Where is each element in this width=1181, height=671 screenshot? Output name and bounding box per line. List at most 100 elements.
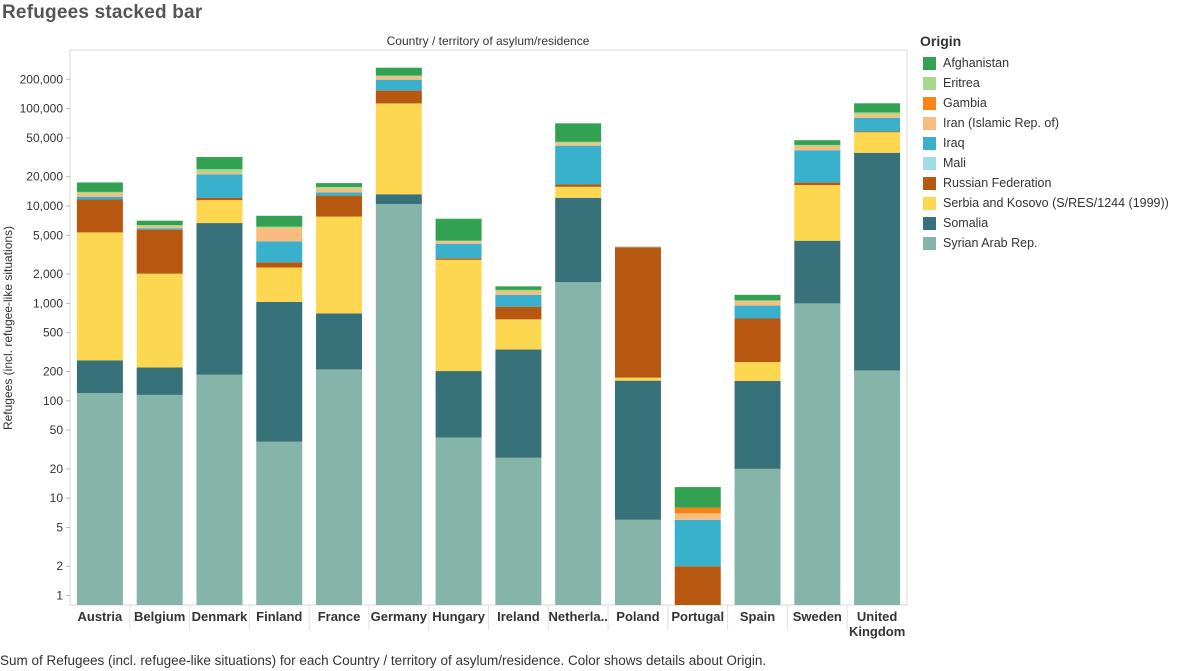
bar-segment-6-9[interactable]: [435, 218, 482, 241]
bar-segment-12-0[interactable]: [794, 303, 841, 605]
bar-segment-13-2[interactable]: [854, 132, 901, 153]
bar-segment-2-2[interactable]: [196, 200, 243, 224]
bar-segment-2-5[interactable]: [196, 174, 243, 199]
bar-segment-12-8[interactable]: [794, 144, 841, 147]
bar-segment-6-5[interactable]: [435, 243, 482, 259]
bar-segment-11-8[interactable]: [734, 300, 781, 302]
bar-segment-13-8[interactable]: [854, 112, 901, 115]
bars-group[interactable]: [76, 67, 901, 605]
bar-segment-12-9[interactable]: [794, 140, 841, 145]
bar-segment-6-1[interactable]: [435, 371, 482, 438]
bar-segment-9-1[interactable]: [614, 380, 661, 520]
bar-segment-0-9[interactable]: [76, 182, 123, 192]
bar-segment-12-2[interactable]: [794, 185, 841, 241]
bar-segment-11-5[interactable]: [734, 305, 781, 319]
bar-segment-9-3[interactable]: [614, 247, 661, 378]
bar-segment-13-0[interactable]: [854, 370, 901, 605]
bar-segment-8-3[interactable]: [555, 184, 602, 187]
bar-segment-10-9[interactable]: [674, 487, 721, 508]
bar-segment-7-5[interactable]: [495, 294, 542, 307]
bar-segment-0-3[interactable]: [76, 199, 123, 233]
bar-segment-5-1[interactable]: [375, 194, 422, 204]
bar-segment-7-0[interactable]: [495, 457, 542, 605]
bar-segment-9-2[interactable]: [614, 377, 661, 381]
bar-segment-7-6[interactable]: [495, 291, 542, 295]
bar-segment-5-0[interactable]: [375, 203, 422, 605]
legend-item[interactable]: Afghanistan: [920, 53, 1175, 73]
bar-segment-4-2[interactable]: [316, 216, 363, 314]
bar-segment-1-1[interactable]: [136, 367, 183, 395]
legend-item[interactable]: Iran (Islamic Rep. of): [920, 113, 1175, 133]
bar-segment-4-6[interactable]: [316, 188, 363, 193]
bar-segment-11-2[interactable]: [734, 362, 781, 381]
bar-segment-1-6[interactable]: [136, 226, 183, 229]
bar-segment-6-3[interactable]: [435, 258, 482, 260]
bar-segment-0-1[interactable]: [76, 360, 123, 394]
bar-segment-8-2[interactable]: [555, 186, 602, 198]
bar-segment-5-2[interactable]: [375, 103, 422, 195]
bar-segment-0-5[interactable]: [76, 196, 123, 200]
bar-segment-4-9[interactable]: [316, 183, 363, 187]
bar-segment-6-2[interactable]: [435, 259, 482, 372]
legend-item[interactable]: Gambia: [920, 93, 1175, 113]
bar-segment-1-3[interactable]: [136, 229, 183, 274]
bar-segment-11-1[interactable]: [734, 380, 781, 469]
bar-segment-2-3[interactable]: [196, 198, 243, 201]
bar-segment-3-3[interactable]: [256, 262, 303, 268]
bar-segment-1-9[interactable]: [136, 220, 183, 226]
bar-segment-10-3[interactable]: [674, 566, 721, 605]
bar-segment-12-1[interactable]: [794, 240, 841, 304]
bar-segment-0-2[interactable]: [76, 232, 123, 361]
bar-segment-12-3[interactable]: [794, 182, 841, 186]
bar-segment-8-9[interactable]: [555, 123, 602, 142]
bar-segment-2-6[interactable]: [196, 172, 243, 175]
legend-item[interactable]: Serbia and Kosovo (S/RES/1244 (1999)): [920, 193, 1175, 213]
bar-segment-13-5[interactable]: [854, 117, 901, 132]
bar-segment-11-3[interactable]: [734, 318, 781, 363]
bar-segment-1-5[interactable]: [136, 228, 183, 230]
bar-segment-11-0[interactable]: [734, 468, 781, 605]
bar-segment-10-7[interactable]: [674, 507, 721, 514]
bar-segment-3-9[interactable]: [256, 215, 303, 227]
bar-segment-6-0[interactable]: [435, 437, 482, 605]
bar-segment-4-8[interactable]: [316, 186, 363, 189]
bar-segment-8-8[interactable]: [555, 141, 602, 144]
bar-segment-5-6[interactable]: [375, 76, 422, 80]
bar-segment-7-1[interactable]: [495, 349, 542, 458]
bar-segment-13-3[interactable]: [854, 131, 901, 133]
bar-segment-7-3[interactable]: [495, 306, 542, 320]
bar-segment-4-1[interactable]: [316, 313, 363, 370]
bar-segment-12-6[interactable]: [794, 146, 841, 151]
bar-segment-9-0[interactable]: [614, 519, 661, 605]
bar-segment-2-1[interactable]: [196, 223, 243, 375]
legend-item[interactable]: Iraq: [920, 133, 1175, 153]
bar-segment-8-5[interactable]: [555, 145, 602, 185]
bar-segment-3-6[interactable]: [256, 228, 303, 242]
bar-segment-2-9[interactable]: [196, 156, 243, 170]
bar-segment-0-6[interactable]: [76, 193, 123, 197]
bar-segment-3-2[interactable]: [256, 267, 303, 302]
bar-segment-7-2[interactable]: [495, 319, 542, 350]
bar-segment-4-5[interactable]: [316, 192, 363, 196]
legend-item[interactable]: Mali: [920, 153, 1175, 173]
bar-segment-5-8[interactable]: [375, 75, 422, 77]
bar-segment-2-8[interactable]: [196, 169, 243, 173]
bar-segment-3-1[interactable]: [256, 301, 303, 442]
bar-segment-11-6[interactable]: [734, 301, 781, 306]
bar-segment-3-5[interactable]: [256, 241, 303, 263]
bar-segment-13-6[interactable]: [854, 114, 901, 118]
bar-segment-0-8[interactable]: [76, 191, 123, 194]
bar-segment-8-1[interactable]: [555, 197, 602, 283]
bar-segment-7-8[interactable]: [495, 289, 542, 292]
bar-segment-2-0[interactable]: [196, 374, 243, 605]
bar-segment-5-5[interactable]: [375, 79, 422, 91]
legend-item[interactable]: Syrian Arab Rep.: [920, 233, 1175, 253]
bar-segment-1-0[interactable]: [136, 394, 183, 605]
legend-item[interactable]: Russian Federation: [920, 173, 1175, 193]
bar-segment-4-3[interactable]: [316, 195, 363, 217]
bar-segment-10-6[interactable]: [674, 513, 721, 520]
bar-segment-13-9[interactable]: [854, 103, 901, 113]
bar-segment-12-5[interactable]: [794, 150, 841, 183]
bar-segment-5-3[interactable]: [375, 90, 422, 104]
bar-segment-8-6[interactable]: [555, 143, 602, 146]
